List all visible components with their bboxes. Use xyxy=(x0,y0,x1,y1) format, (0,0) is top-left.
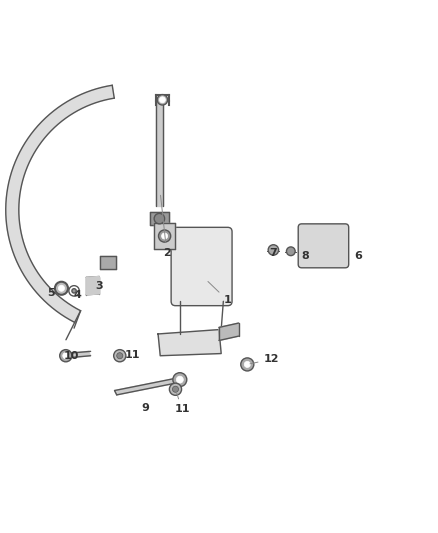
Text: 3: 3 xyxy=(95,281,103,291)
Polygon shape xyxy=(6,85,114,322)
Circle shape xyxy=(177,376,184,383)
Circle shape xyxy=(286,247,295,256)
Text: 8: 8 xyxy=(301,251,309,261)
Polygon shape xyxy=(64,351,91,358)
Circle shape xyxy=(55,282,68,295)
Polygon shape xyxy=(219,323,239,341)
FancyBboxPatch shape xyxy=(298,224,349,268)
Polygon shape xyxy=(158,329,221,356)
Polygon shape xyxy=(156,101,163,206)
Text: 7: 7 xyxy=(269,248,277,259)
Circle shape xyxy=(170,383,182,395)
FancyBboxPatch shape xyxy=(171,228,232,305)
Circle shape xyxy=(63,353,69,359)
Circle shape xyxy=(72,289,76,293)
Circle shape xyxy=(159,230,171,242)
Text: 11: 11 xyxy=(174,392,190,414)
Polygon shape xyxy=(100,256,116,269)
Text: 12: 12 xyxy=(250,354,279,364)
Text: 2: 2 xyxy=(161,195,171,257)
Text: 9: 9 xyxy=(141,403,149,413)
Circle shape xyxy=(162,233,168,239)
Text: 10: 10 xyxy=(64,351,79,361)
Circle shape xyxy=(244,361,251,367)
Text: 4: 4 xyxy=(74,290,81,300)
Circle shape xyxy=(157,94,168,105)
Circle shape xyxy=(159,97,166,103)
Circle shape xyxy=(241,358,254,371)
Text: 1: 1 xyxy=(208,281,232,305)
Polygon shape xyxy=(154,223,176,249)
Circle shape xyxy=(60,350,72,362)
Circle shape xyxy=(268,245,279,255)
Circle shape xyxy=(58,285,64,292)
Polygon shape xyxy=(115,377,182,395)
Polygon shape xyxy=(86,277,99,295)
Text: 6: 6 xyxy=(354,251,362,261)
Circle shape xyxy=(117,353,123,359)
Circle shape xyxy=(114,350,126,362)
Circle shape xyxy=(154,213,165,224)
Text: 5: 5 xyxy=(48,288,55,297)
Text: 11: 11 xyxy=(120,350,140,360)
Polygon shape xyxy=(150,212,169,225)
Circle shape xyxy=(173,373,187,386)
Circle shape xyxy=(173,386,179,392)
